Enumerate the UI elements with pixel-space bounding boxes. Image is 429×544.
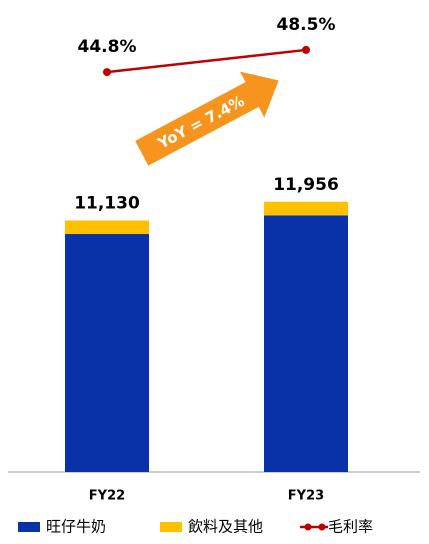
line-label: 48.5% (277, 15, 336, 35)
arrow-shape (135, 71, 279, 166)
legend-dot (318, 523, 326, 531)
x-tick-label: FY23 (288, 489, 324, 504)
legend-swatch (18, 522, 40, 532)
line-point (302, 45, 310, 54)
line-label: 44.8% (78, 37, 137, 57)
yoy-arrow: YoY = 7.4% (135, 71, 279, 166)
annotation: YoY = 7.4% (154, 92, 247, 153)
bar-segment (65, 220, 149, 235)
x-tick-label: FY22 (89, 489, 125, 504)
total-label: 11,956 (273, 175, 339, 195)
bar-segment (65, 234, 149, 472)
total-label: 11,130 (74, 193, 140, 213)
legend-label: 旺仔牛奶 (46, 518, 106, 536)
legend-swatch (160, 522, 182, 532)
line (106, 48, 307, 74)
legend-label: 毛利率 (328, 518, 373, 536)
legend-dot (304, 523, 312, 531)
line-point (103, 68, 111, 77)
bar-segment (264, 201, 348, 216)
legend-label: 飲料及其他 (188, 518, 263, 536)
bar-segment (264, 215, 348, 472)
